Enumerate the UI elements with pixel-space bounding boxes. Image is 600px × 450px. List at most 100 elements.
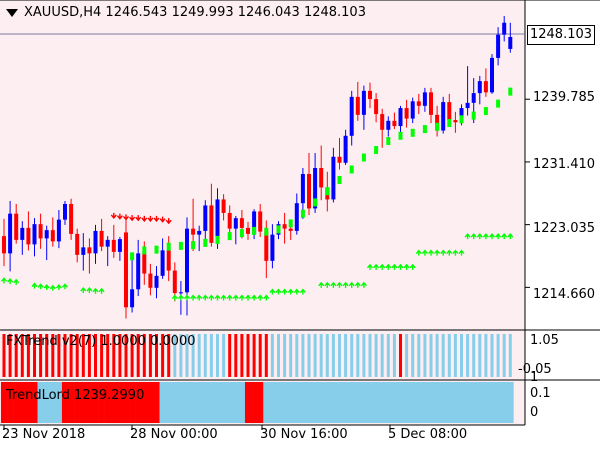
trendlord-bar-blue: [458, 382, 465, 423]
symbol-dropdown-icon[interactable]: [6, 8, 18, 17]
candles-layer: [2, 15, 513, 319]
fxtrend-bar-blue: [301, 334, 305, 377]
bear-candle: [124, 232, 128, 308]
fxtrend-bar-blue: [216, 334, 219, 377]
trendlord-bar-red: [141, 382, 148, 423]
fxtrend-bar-blue: [453, 334, 457, 377]
trendlord-bar-blue: [214, 382, 221, 423]
down-arrow: [147, 215, 154, 223]
down-arrow: [116, 213, 123, 220]
fxtrend-bar-blue: [496, 334, 500, 377]
bear-candle: [319, 167, 324, 188]
trendlord-bar-blue: [403, 382, 410, 423]
trendlord-bar-red: [244, 382, 252, 423]
bear-candle: [264, 231, 269, 261]
up-arrow: [354, 281, 361, 288]
fxtrend-bar-red: [148, 334, 152, 377]
trend-up-marker: [300, 209, 305, 218]
trendlord-axis-max: 1: [530, 370, 539, 385]
trendlord-bar-red: [86, 382, 93, 423]
trend-up-marker: [154, 245, 159, 254]
fxtrend-bar-red: [81, 334, 85, 377]
trendlord-bar-blue: [55, 382, 63, 423]
bull-candle: [130, 289, 135, 308]
up-arrow: [336, 281, 343, 288]
trendlord-bar-red: [104, 382, 112, 423]
bear-candle: [483, 81, 488, 93]
up-arrow: [476, 233, 483, 240]
trendlord-bar-blue: [37, 382, 44, 423]
bull-candle: [422, 92, 427, 106]
up-arrow: [488, 233, 496, 240]
down-arrow: [129, 215, 136, 222]
fxtrend-bar-blue: [283, 334, 287, 377]
up-arrow: [13, 278, 20, 285]
up-arrow: [275, 288, 282, 295]
trendlord-label: TrendLord 1239.2990: [6, 388, 145, 403]
trendlord-bar-blue: [464, 382, 471, 423]
up-arrow: [421, 249, 428, 256]
trend-up-marker: [203, 238, 208, 247]
bull-candle: [386, 120, 391, 130]
fxtrend-bar-blue: [508, 334, 512, 377]
fxtrend-bar-blue: [325, 334, 329, 377]
up-arrow: [427, 249, 435, 256]
trendlord-bar-blue: [495, 382, 502, 423]
up-arrow: [464, 233, 471, 240]
trend-up-marker: [349, 165, 354, 174]
trendlord-bar-blue: [354, 382, 362, 423]
trendlord-bar-blue: [348, 382, 356, 423]
up-arrow: [31, 282, 38, 289]
trendlord-bar-blue: [208, 382, 215, 423]
bear-candle: [258, 211, 263, 232]
bull-candle: [160, 250, 165, 276]
fxtrend-bar-red: [14, 334, 18, 377]
up-arrow: [263, 294, 270, 301]
up-arrow: [61, 283, 69, 290]
fxtrend-bar-blue: [441, 334, 445, 377]
fxtrend-bar-blue: [338, 334, 341, 377]
trend-up-marker: [191, 241, 196, 250]
bull-candle: [178, 292, 183, 294]
trendlord-bar-red: [110, 382, 118, 423]
fxtrend-bar-red: [130, 334, 134, 377]
fxtrend-bar-blue: [362, 334, 366, 377]
fxtrend-bar-blue: [313, 334, 317, 377]
up-arrow: [440, 249, 447, 256]
trend-up-marker: [276, 225, 281, 234]
fxtrend-bar-red: [33, 334, 36, 377]
bull-candle: [349, 96, 354, 136]
fxtrend-bar-red: [118, 334, 122, 377]
current-price-tag: 1248.103: [527, 25, 595, 45]
trendlord-axis-min: 0: [530, 405, 539, 420]
bear-candle: [38, 224, 43, 239]
up-arrow: [287, 288, 294, 295]
up-arrow: [415, 249, 422, 256]
up-arrow: [458, 249, 465, 256]
trendlord-bar-red: [122, 382, 130, 423]
up-arrow: [360, 281, 367, 288]
bull-candle: [490, 57, 494, 93]
trendlord-bar-blue: [232, 382, 240, 423]
trendlord-bar-blue: [476, 382, 484, 423]
fxtrend-bar-red: [240, 334, 244, 377]
fxtrend-bar-blue: [368, 334, 372, 377]
fxtrend-bar-red: [45, 334, 49, 377]
trendlord-bar-red: [135, 382, 142, 423]
fxtrend-bar-blue: [277, 334, 280, 377]
fxtrend-bar-red: [264, 334, 268, 377]
up-arrow: [257, 294, 264, 301]
trendlord-bar-blue: [330, 382, 337, 423]
bear-candle: [87, 247, 92, 254]
bear-candle: [392, 120, 397, 127]
up-arrow: [202, 294, 209, 301]
up-arrow: [366, 263, 374, 270]
down-arrow: [141, 215, 148, 223]
fxtrend-bar-blue: [191, 334, 195, 377]
trendlord-bar-blue: [452, 382, 459, 423]
trendlord-bar-blue: [312, 382, 319, 423]
up-arrow: [434, 249, 441, 256]
fxtrend-bar-red: [112, 334, 116, 377]
bull-candle: [233, 218, 238, 229]
